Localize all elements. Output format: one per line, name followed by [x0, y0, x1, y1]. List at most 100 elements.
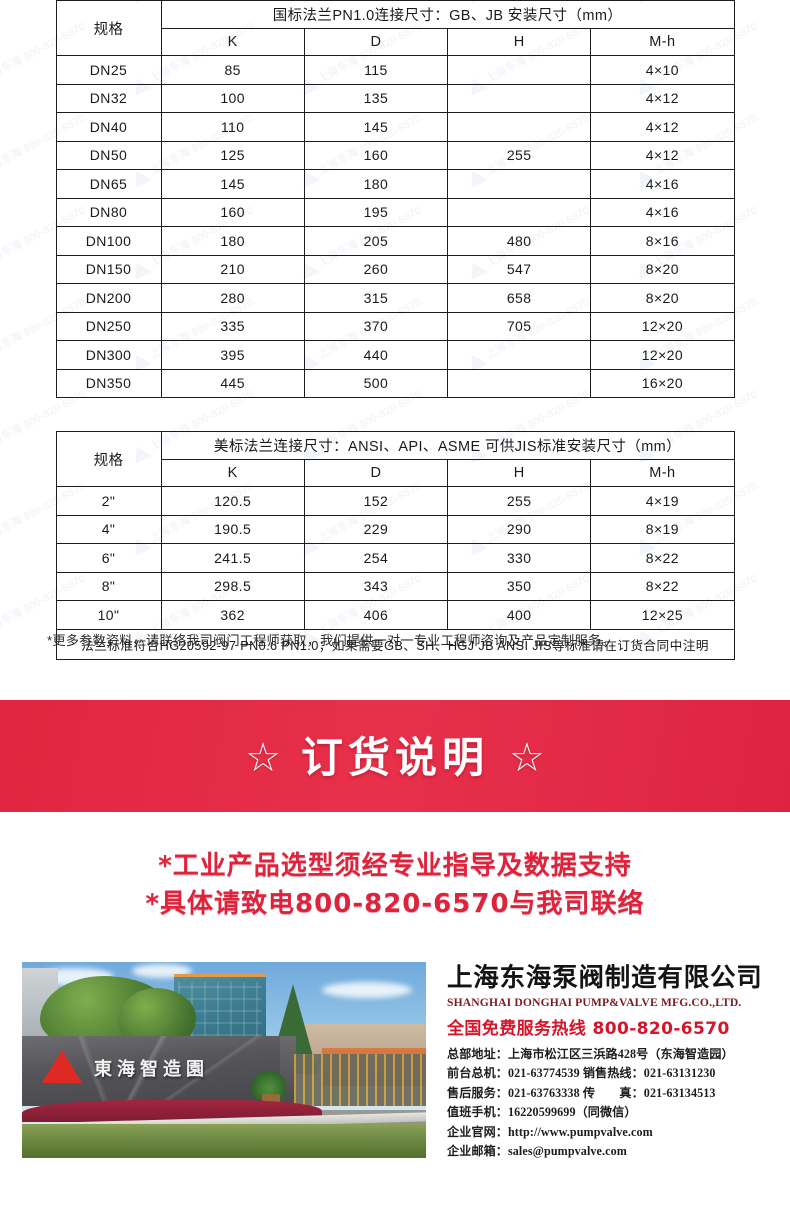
table-row: DN200 280 315 658 8×20 [55, 283, 735, 313]
cell-h: 547 [446, 254, 592, 284]
cell-d: 260 [303, 254, 449, 284]
company-info-block: 上海东海泵阀制造有限公司 SHANGHAI DONGHAI PUMP&VALVE… [447, 964, 777, 1162]
cell-mh: 4×16 [590, 169, 735, 199]
column-header-mh: M-h [590, 459, 735, 487]
cell-d: 370 [303, 311, 449, 341]
cell-mh: 4×10 [590, 55, 735, 85]
contact-line-3: 售后服务：021-63763338 传 真：021-63134513 [447, 1085, 716, 1100]
cell-k: 335 [160, 311, 305, 341]
cell-d: 229 [303, 514, 449, 544]
table-header-row: 规格 美标法兰连接尺寸：ANSI、API、ASME 可供JIS标准安装尺寸（mm… [55, 431, 735, 487]
spec-column-header: 规格 [55, 431, 162, 487]
cell-h: 705 [446, 311, 592, 341]
cell-d: 160 [303, 140, 449, 170]
column-header-h: H [446, 28, 592, 56]
gb-table-body: DN25 85 115 4×10 DN32 100 135 4×12 DN40 110 145 4×1… [55, 55, 735, 398]
notice-line-1: *工业产品选型须经专业指导及数据支持 [158, 851, 632, 881]
cell-k: 100 [160, 83, 305, 113]
cell-k: 280 [160, 283, 305, 313]
cell-h: 330 [446, 543, 592, 573]
cell-spec: DN250 [55, 311, 162, 341]
cell-h [446, 169, 592, 199]
cell-d: 315 [303, 283, 449, 313]
column-header-d: D [303, 28, 449, 56]
contact-lines: 总部地址：上海市松江区三浜路428号（东海智造园） 前台总机：021-637745… [447, 1045, 777, 1162]
cell-spec: 2" [55, 486, 162, 516]
cell-spec: DN50 [55, 140, 162, 170]
banner-title: 订货说明 [300, 733, 489, 782]
cell-h: 255 [446, 140, 592, 170]
ansi-flange-dimension-table: 规格 美标法兰连接尺寸：ANSI、API、ASME 可供JIS标准安装尺寸（mm… [55, 431, 735, 660]
cell-spec: DN25 [55, 55, 162, 85]
cell-k: 85 [160, 55, 305, 85]
company-entrance-photo: 東海智造園 [22, 962, 426, 1158]
table-row: DN50 125 160 255 4×12 [55, 140, 735, 170]
cell-k: 120.5 [160, 486, 305, 516]
company-name-cn: 上海东海泵阀制造有限公司 [447, 963, 763, 993]
cell-h: 290 [446, 514, 592, 544]
cell-k: 145 [160, 169, 305, 199]
service-hotline: 全国免费服务热线 800-820-6570 [447, 1018, 730, 1039]
cell-spec: 4" [55, 514, 162, 544]
cell-d: 343 [303, 571, 449, 601]
cell-k: 210 [160, 254, 305, 284]
footer-block: 東海智造園 上海东海泵阀制造有限公司 SHANGHAI DONGHAI PUMP… [0, 962, 790, 1162]
cell-d: 195 [303, 197, 449, 227]
cell-spec: DN65 [55, 169, 162, 199]
cell-mh: 8×19 [590, 514, 735, 544]
table-row: 6" 241.5 254 330 8×22 [55, 543, 735, 573]
parameters-footnote: *更多参数资料，请联络我司阀门工程师获取，我们提供一对一专业工程师咨询及产品定制… [47, 633, 615, 648]
cell-spec: DN100 [55, 226, 162, 256]
table-row: DN80 160 195 4×16 [55, 197, 735, 227]
table-row: DN250 335 370 705 12×20 [55, 311, 735, 341]
cell-k: 298.5 [160, 571, 305, 601]
photo-wall-text: 東海智造園 [94, 1059, 209, 1080]
cell-d: 500 [303, 368, 449, 398]
spec-column-header: 规格 [55, 0, 162, 56]
cell-d: 440 [303, 340, 449, 370]
cell-d: 152 [303, 486, 449, 516]
cell-mh: 8×22 [590, 543, 735, 573]
cell-k: 190.5 [160, 514, 305, 544]
cell-h: 255 [446, 486, 592, 516]
notice-block: *工业产品选型须经专业指导及数据支持 *具体请致电800-820-6570与我司… [0, 848, 790, 923]
photo-gate [294, 1054, 426, 1106]
column-header-h: H [446, 459, 592, 487]
cell-k: 362 [160, 600, 305, 630]
order-instructions-banner: ☆ 订货说明 ☆ [0, 700, 790, 812]
table-row: DN25 85 115 4×10 [55, 55, 735, 85]
cell-k: 395 [160, 340, 305, 370]
table-subheader-row: K D H M-h [56, 28, 735, 56]
cell-d: 254 [303, 543, 449, 573]
table-subheader-row: K D H M-h [56, 459, 735, 487]
cell-h [446, 197, 592, 227]
cell-h [446, 368, 592, 398]
cell-k: 110 [160, 112, 305, 142]
cell-spec: DN80 [55, 197, 162, 227]
photo-cloud [322, 982, 412, 998]
table-row: DN100 180 205 480 8×16 [55, 226, 735, 256]
star-right-icon: ☆ [509, 736, 545, 780]
cell-k: 180 [160, 226, 305, 256]
table-row: DN300 395 440 12×20 [55, 340, 735, 370]
photo-lawn [22, 1124, 426, 1158]
cell-mh: 4×19 [590, 486, 735, 516]
cell-mh: 4×12 [590, 83, 735, 113]
cell-h [446, 83, 592, 113]
cell-spec: 8" [55, 571, 162, 601]
column-header-k: K [160, 28, 305, 56]
table-note-row: 法兰标准符合HG20592-97 PN0.6 PN1.0；如果需要GB、SH、H… [55, 628, 735, 660]
column-header-k: K [160, 459, 305, 487]
cell-h: 400 [446, 600, 592, 630]
cell-mh: 12×20 [590, 311, 735, 341]
contact-line-1: 总部地址：上海市松江区三浜路428号（东海智造园） [447, 1046, 734, 1061]
cell-h: 658 [446, 283, 592, 313]
table-row: 4" 190.5 229 290 8×19 [55, 514, 735, 544]
column-header-mh: M-h [590, 28, 735, 56]
cell-mh: 8×22 [590, 571, 735, 601]
cell-spec: DN40 [55, 112, 162, 142]
table-row: 10" 362 406 400 12×25 [55, 600, 735, 630]
contact-line-2: 前台总机：021-63774539 销售热线：021-63131230 [447, 1066, 716, 1081]
cell-spec: DN300 [55, 340, 162, 370]
cell-h: 480 [446, 226, 592, 256]
